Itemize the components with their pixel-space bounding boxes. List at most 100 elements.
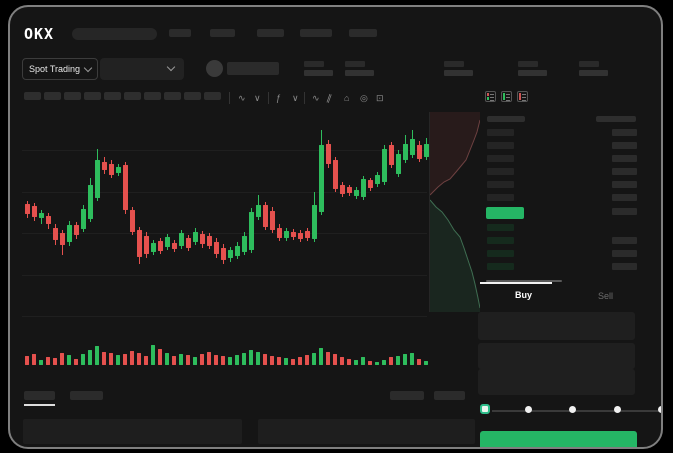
market-type-selector[interactable]: Spot Trading xyxy=(22,58,98,80)
candle xyxy=(402,112,409,332)
candle-body xyxy=(158,241,163,251)
bottom-action-placeholder[interactable] xyxy=(434,391,465,400)
book-bids-icon[interactable] xyxy=(501,91,512,102)
bid-price-placeholder[interactable] xyxy=(487,250,514,257)
ask-price-placeholder[interactable] xyxy=(487,129,514,136)
volume-bar xyxy=(200,354,204,365)
bottom-tab[interactable] xyxy=(70,391,103,400)
tab-sell[interactable]: Sell xyxy=(598,291,614,301)
volume-bar xyxy=(396,356,400,365)
fullscreen-icon[interactable]: ⊡ xyxy=(376,93,384,103)
orderbook-scrollbar[interactable] xyxy=(486,280,562,282)
drawing-tool-placeholder[interactable] xyxy=(104,92,121,100)
candle xyxy=(388,112,395,332)
nav-item-placeholder[interactable] xyxy=(349,29,377,37)
slider-stop-dot[interactable] xyxy=(524,406,532,413)
candle xyxy=(304,112,311,332)
candle-style-icon[interactable]: ∿ xyxy=(238,93,246,103)
grid-line xyxy=(22,316,427,317)
drawing-tool-placeholder[interactable] xyxy=(24,92,41,100)
candle xyxy=(297,112,304,332)
ask-price-placeholder[interactable] xyxy=(487,168,514,175)
slider-handle[interactable] xyxy=(480,404,490,414)
settings-icon[interactable]: ◎ xyxy=(360,93,368,103)
candle xyxy=(227,112,234,332)
nav-item-placeholder[interactable] xyxy=(257,29,284,37)
nav-item-placeholder[interactable] xyxy=(300,29,332,37)
ask-price-placeholder[interactable] xyxy=(487,142,514,149)
total-input[interactable] xyxy=(478,369,635,395)
line-tool-icon[interactable]: ∿ xyxy=(312,93,320,103)
drawing-tool-placeholder[interactable] xyxy=(44,92,61,100)
candle xyxy=(416,112,423,332)
ask-price-placeholder[interactable] xyxy=(487,181,514,188)
candlestick-chart[interactable] xyxy=(22,112,429,332)
candle xyxy=(115,112,122,332)
candle-body xyxy=(403,144,408,160)
chevron-down-icon xyxy=(166,62,176,72)
indicators-icon[interactable]: ƒ xyxy=(276,93,282,103)
ticker-stat-value xyxy=(579,70,608,76)
volume-bar xyxy=(25,356,29,365)
drawing-tool-placeholder[interactable] xyxy=(124,92,141,100)
candle-body xyxy=(207,236,212,246)
app-window: OKX Spot Trading ∿ ∨ ƒ ∨ ∿ ∥ ⌂ ◎ ⊡ Buy Sell xyxy=(8,5,663,449)
candle-body xyxy=(340,185,345,194)
chevron-down-icon[interactable]: ∨ xyxy=(254,93,261,103)
bid-price-placeholder[interactable] xyxy=(487,263,514,270)
buy-button[interactable] xyxy=(480,431,637,447)
pair-dropdown[interactable] xyxy=(100,58,184,80)
volume-bar xyxy=(333,354,337,365)
candle-body xyxy=(270,211,275,230)
bottom-tab-active[interactable] xyxy=(24,391,55,400)
volume-bar xyxy=(123,354,127,365)
book-asks-icon[interactable] xyxy=(517,91,528,102)
volume-bar xyxy=(32,354,36,365)
tab-buy[interactable]: Buy xyxy=(515,290,533,300)
candle xyxy=(332,112,339,332)
compare-icon[interactable]: ∥ xyxy=(325,92,334,104)
pair-name-placeholder xyxy=(227,62,279,75)
amount-input[interactable] xyxy=(478,343,635,369)
candle xyxy=(87,112,94,332)
nav-item-placeholder[interactable] xyxy=(210,29,235,37)
candle xyxy=(374,112,381,332)
candle-body xyxy=(179,233,184,246)
book-combined-icon[interactable] xyxy=(485,91,496,102)
chevron-down-icon[interactable]: ∨ xyxy=(292,93,299,103)
search-input[interactable] xyxy=(72,28,157,40)
ticker-stat-label xyxy=(518,61,538,67)
candle-body xyxy=(221,248,226,260)
volume-bar xyxy=(158,349,162,365)
drawing-tool-placeholder[interactable] xyxy=(164,92,181,100)
bid-price-placeholder[interactable] xyxy=(487,237,514,244)
candle-body xyxy=(305,231,310,238)
slider-stop-dot[interactable] xyxy=(569,406,576,413)
snapshot-icon[interactable]: ⌂ xyxy=(344,93,350,103)
drawing-tool-placeholder[interactable] xyxy=(84,92,101,100)
volume-bar xyxy=(102,352,106,365)
slider-stop-dot[interactable] xyxy=(613,406,621,413)
volume-bar xyxy=(270,356,274,365)
candle-body xyxy=(263,205,268,227)
candle-body xyxy=(235,246,240,256)
bottom-action-placeholder[interactable] xyxy=(390,391,424,400)
slider-stop-dot[interactable] xyxy=(658,406,661,413)
volume-bar xyxy=(242,353,246,365)
candle xyxy=(94,112,101,332)
candle-body xyxy=(200,234,205,244)
ticker-stat-label xyxy=(579,61,599,67)
candle-body xyxy=(277,228,282,238)
bid-price-placeholder[interactable] xyxy=(487,224,514,231)
drawing-tool-placeholder[interactable] xyxy=(64,92,81,100)
price-input[interactable] xyxy=(478,312,635,340)
candle xyxy=(45,112,52,332)
ask-price-placeholder[interactable] xyxy=(487,155,514,162)
ask-price-placeholder[interactable] xyxy=(487,194,514,201)
candle xyxy=(59,112,66,332)
candle-body xyxy=(361,179,366,197)
drawing-tool-placeholder[interactable] xyxy=(204,92,221,100)
drawing-tool-placeholder[interactable] xyxy=(144,92,161,100)
nav-item-placeholder[interactable] xyxy=(169,29,191,37)
drawing-tool-placeholder[interactable] xyxy=(184,92,201,100)
